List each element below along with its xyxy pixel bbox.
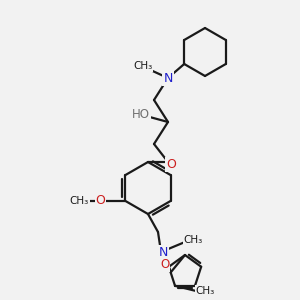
Text: N: N xyxy=(158,245,168,259)
Text: CH₃: CH₃ xyxy=(134,61,153,71)
Text: N: N xyxy=(163,71,173,85)
Text: CH₃: CH₃ xyxy=(195,286,214,296)
Text: HO: HO xyxy=(132,107,150,121)
Text: O: O xyxy=(95,194,105,208)
Text: O: O xyxy=(166,158,176,170)
Text: CH₃: CH₃ xyxy=(183,235,202,245)
Text: CH₃: CH₃ xyxy=(70,196,89,206)
Text: O: O xyxy=(160,258,170,271)
